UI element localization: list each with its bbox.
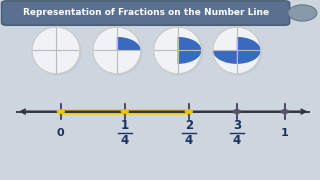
Ellipse shape (32, 27, 80, 74)
Text: Representation of Fractions on the Number Line: Representation of Fractions on the Numbe… (22, 8, 269, 17)
Wedge shape (213, 50, 237, 64)
Circle shape (233, 109, 241, 114)
Text: 4: 4 (233, 134, 241, 147)
Ellipse shape (94, 28, 142, 75)
Wedge shape (237, 37, 261, 50)
Wedge shape (178, 50, 202, 64)
Wedge shape (178, 37, 202, 50)
Text: 1: 1 (121, 119, 129, 132)
Text: 4: 4 (121, 134, 129, 147)
Circle shape (288, 5, 317, 21)
Text: 3: 3 (233, 119, 241, 132)
Circle shape (57, 109, 65, 114)
Circle shape (281, 109, 289, 114)
Ellipse shape (155, 28, 203, 75)
Circle shape (121, 109, 129, 114)
Text: 2: 2 (185, 119, 193, 132)
Ellipse shape (154, 27, 202, 74)
Ellipse shape (214, 28, 262, 75)
Wedge shape (117, 37, 141, 50)
Ellipse shape (213, 27, 261, 74)
Ellipse shape (34, 28, 82, 75)
Text: 1: 1 (281, 128, 289, 138)
Circle shape (185, 109, 193, 114)
Text: 0: 0 (57, 128, 65, 138)
Ellipse shape (93, 27, 141, 74)
FancyBboxPatch shape (2, 1, 290, 25)
Text: 4: 4 (185, 134, 193, 147)
Wedge shape (237, 50, 261, 64)
